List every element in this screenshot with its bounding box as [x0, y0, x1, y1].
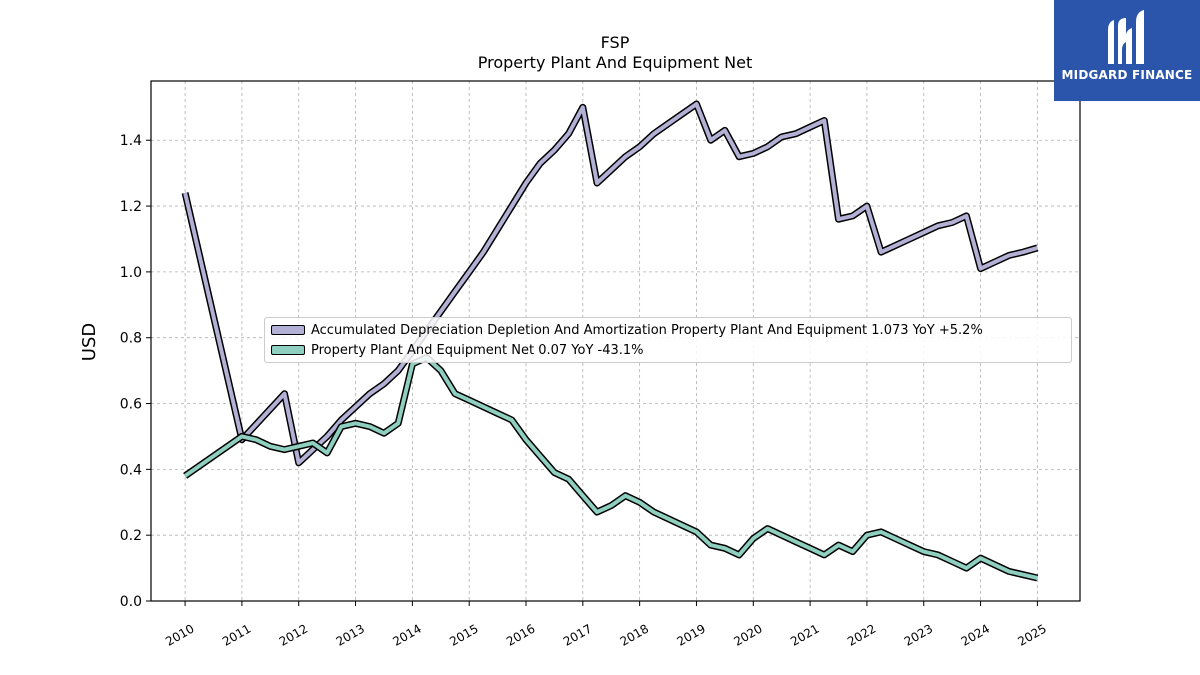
brand-logo: MIDGARD FINANCE: [1054, 0, 1200, 101]
ticks: 2010 2011 2012 2013 2014 2015 2016 2017 2018 2019…: [120, 133, 1049, 649]
legend-label: Accumulated Depreciation Depletion And A…: [311, 322, 983, 338]
x-tick-label: 2018: [618, 621, 651, 648]
legend-swatch-accumulated-depreciation: [271, 325, 305, 335]
x-tick-label: 2025: [1015, 621, 1048, 648]
series-outline-0: [181, 100, 1039, 467]
chart-title: FSP: [601, 33, 630, 52]
y-tick-label: 1.0: [120, 265, 142, 281]
series-line-1: [183, 355, 1038, 580]
x-tick-label: 2023: [902, 621, 935, 648]
y-axis-label: USD: [79, 323, 100, 361]
x-tick-label: 2015: [447, 621, 480, 648]
y-tick-label: 0.8: [120, 331, 142, 347]
x-tick-label: 2011: [220, 621, 253, 648]
brand-name: MIDGARD FINANCE: [1061, 68, 1193, 82]
x-tick-label: 2022: [845, 621, 878, 648]
chart-subtitle: Property Plant And Equipment Net: [478, 53, 753, 72]
x-tick-label: 2017: [561, 621, 594, 648]
y-tick-label: 0.6: [120, 397, 142, 413]
plot-frame: [150, 80, 1081, 602]
x-tick-label: 2020: [731, 621, 764, 648]
y-tick-label: 1.4: [120, 133, 142, 149]
x-tick-label: 2012: [277, 621, 310, 648]
midgard-logo-icon: [1108, 10, 1144, 64]
x-tick-label: 2016: [504, 621, 537, 648]
legend-item-accumulated-depreciation: Accumulated Depreciation Depletion And A…: [271, 321, 983, 339]
x-tick-label: 2013: [334, 621, 367, 648]
x-tick-label: 2019: [675, 621, 708, 648]
legend-swatch-ppe-net: [271, 345, 305, 355]
x-tick-label: 2014: [390, 621, 423, 648]
series-layer: [181, 100, 1039, 582]
y-tick-label: 0.0: [120, 594, 142, 610]
y-tick-label: 0.4: [120, 462, 142, 478]
legend-item-ppe-net: Property Plant And Equipment Net 0.07 Yo…: [271, 341, 644, 359]
legend: Accumulated Depreciation Depletion And A…: [264, 317, 1072, 363]
x-tick-label: 2024: [959, 621, 992, 648]
legend-label: Property Plant And Equipment Net 0.07 Yo…: [311, 342, 644, 358]
series-line-0: [183, 102, 1038, 465]
x-tick-label: 2010: [163, 621, 196, 648]
y-tick-label: 0.2: [120, 528, 142, 544]
y-tick-label: 1.2: [120, 199, 142, 215]
x-tick-label: 2021: [788, 621, 821, 648]
